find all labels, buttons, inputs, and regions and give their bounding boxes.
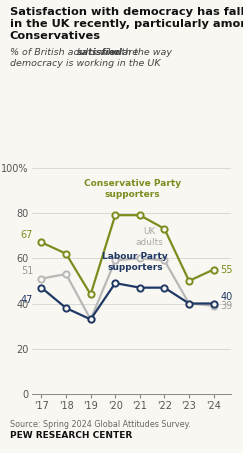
Text: Source: Spring 2024 Global Attitudes Survey.: Source: Spring 2024 Global Attitudes Sur… [10,420,191,429]
Text: Conservative Party
supporters: Conservative Party supporters [84,179,181,199]
Text: 40: 40 [221,292,233,302]
Text: with the way: with the way [108,48,172,57]
Text: UK
adults: UK adults [136,227,164,247]
Text: in the UK recently, particularly among: in the UK recently, particularly among [10,19,243,29]
Text: 51: 51 [21,266,33,276]
Text: Labour Party
supporters: Labour Party supporters [102,252,168,272]
Text: Conservatives: Conservatives [10,31,101,41]
Text: satisfied: satisfied [77,48,122,57]
Text: 55: 55 [221,265,233,275]
Text: 39: 39 [221,301,233,311]
Text: 47: 47 [21,294,33,304]
Text: % of British adults who are: % of British adults who are [10,48,141,57]
Text: PEW RESEARCH CENTER: PEW RESEARCH CENTER [10,431,132,440]
Text: Satisfaction with democracy has fallen: Satisfaction with democracy has fallen [10,7,243,17]
Text: 67: 67 [21,230,33,240]
Text: democracy is working in the UK: democracy is working in the UK [10,59,160,68]
